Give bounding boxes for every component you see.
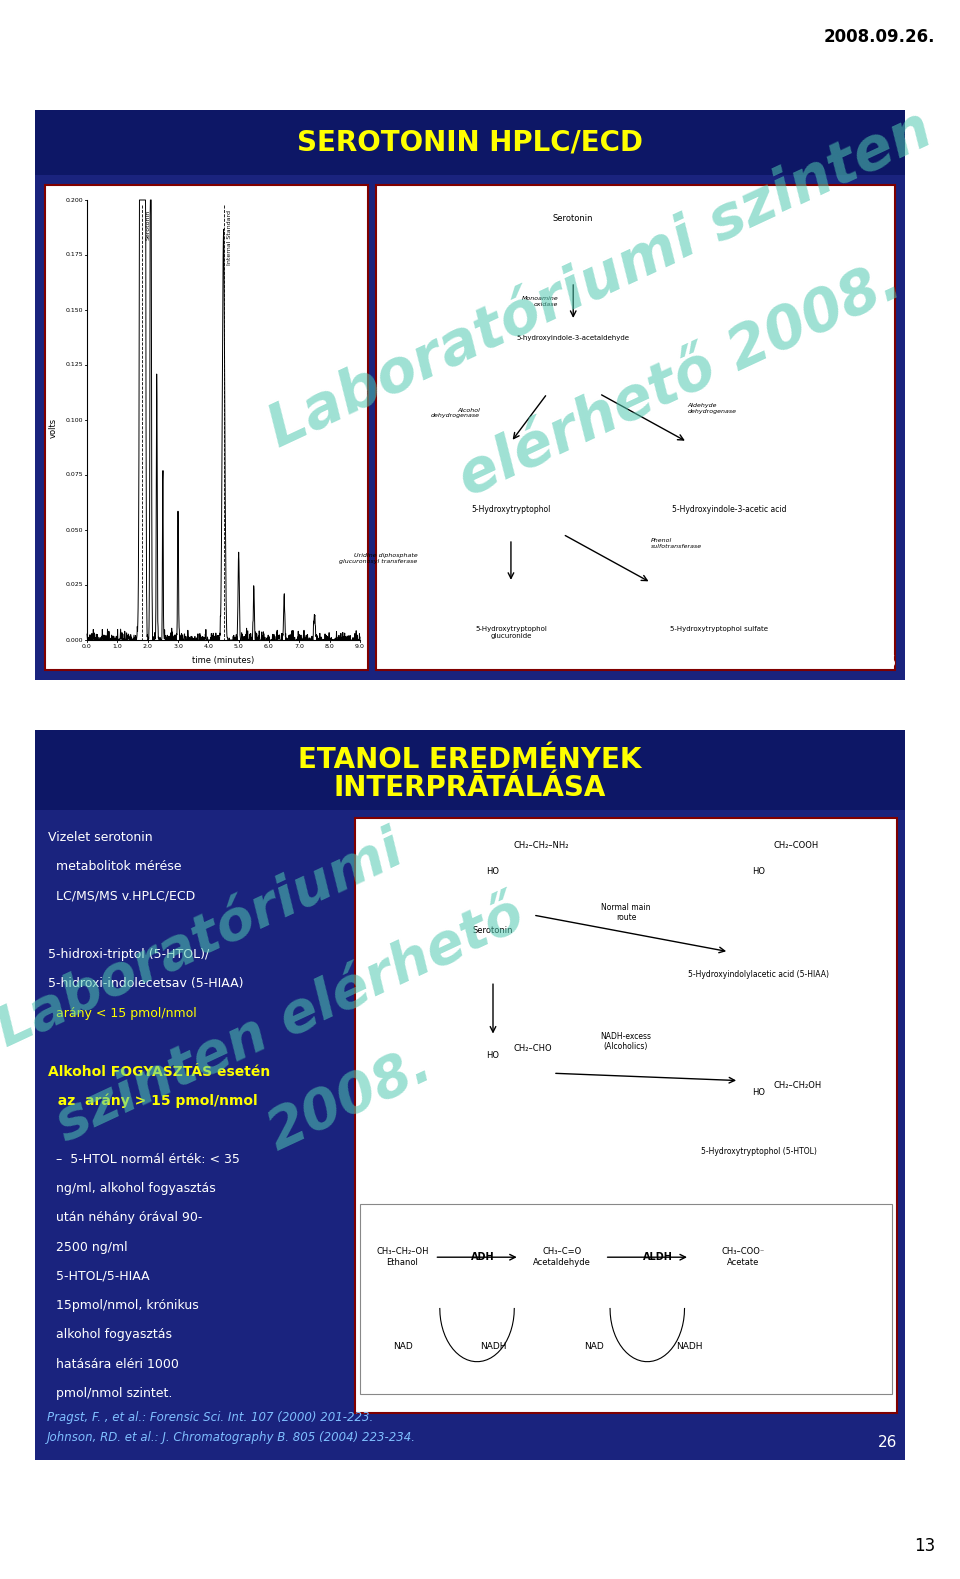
- Text: 4.0: 4.0: [204, 644, 213, 649]
- Text: INTERPRĀTÁLÁSA: INTERPRĀTÁLÁSA: [334, 774, 606, 802]
- Text: HO: HO: [753, 867, 765, 876]
- Text: 5-Hydroxytryptophol (5-HTOL): 5-Hydroxytryptophol (5-HTOL): [701, 1146, 817, 1156]
- Text: 0.050: 0.050: [65, 527, 83, 532]
- Text: 0.150: 0.150: [65, 308, 83, 313]
- Text: Serotonin: Serotonin: [145, 210, 150, 240]
- Bar: [35, 729, 905, 810]
- Text: 2008.09.26.: 2008.09.26.: [824, 28, 935, 46]
- Text: NAD: NAD: [393, 1342, 413, 1352]
- Text: 5.0: 5.0: [234, 644, 244, 649]
- Text: NADH: NADH: [480, 1342, 506, 1352]
- Text: CH₂–CHO: CH₂–CHO: [513, 1044, 552, 1053]
- Text: time (minutes): time (minutes): [192, 655, 254, 665]
- Text: Alcohol
dehydrogenase: Alcohol dehydrogenase: [431, 407, 480, 418]
- Text: 13: 13: [914, 1536, 935, 1555]
- Bar: [35, 729, 905, 1461]
- Text: 5-Hydroxyindole-3-acetic acid: 5-Hydroxyindole-3-acetic acid: [672, 505, 786, 515]
- Text: 8.0: 8.0: [324, 644, 334, 649]
- Text: Pragst, F. , et al.: Forensic Sci. Int. 107 (2000) 201-223.: Pragst, F. , et al.: Forensic Sci. Int. …: [47, 1412, 373, 1424]
- Bar: [360, 1205, 892, 1394]
- Text: HO: HO: [753, 1088, 765, 1097]
- Text: 2.0: 2.0: [143, 644, 153, 649]
- Text: Aldehyde
dehydrogenase: Aldehyde dehydrogenase: [687, 403, 736, 414]
- Bar: [45, 185, 368, 669]
- Text: 0.025: 0.025: [65, 583, 83, 587]
- Text: NADH: NADH: [677, 1342, 703, 1352]
- Text: Serotonin: Serotonin: [472, 925, 514, 935]
- Text: szinten elérhető: szinten elérhető: [47, 887, 533, 1153]
- Text: ng/ml, alkohol fogyasztás: ng/ml, alkohol fogyasztás: [48, 1183, 216, 1195]
- Text: CH₃–COO⁻
Acetate: CH₃–COO⁻ Acetate: [721, 1247, 765, 1266]
- Text: –  5-HTOL normál érték: < 35: – 5-HTOL normál érték: < 35: [48, 1153, 240, 1165]
- Text: Monoamine
oxidase: Monoamine oxidase: [521, 295, 558, 306]
- Text: Johnson, RD. et al.: J. Chromatography B. 805 (2004) 223-234.: Johnson, RD. et al.: J. Chromatography B…: [47, 1432, 416, 1445]
- Text: Laboratóriumi szinten: Laboratóriumi szinten: [259, 101, 941, 459]
- Text: 5-hydroxyindole-3-acetaldehyde: 5-hydroxyindole-3-acetaldehyde: [516, 335, 630, 341]
- Text: SEROTONIN HPLC/ECD: SEROTONIN HPLC/ECD: [297, 128, 643, 156]
- Text: 6.0: 6.0: [264, 644, 274, 649]
- Text: ADH: ADH: [470, 1252, 494, 1262]
- Text: LC/MS/MS v.HPLC/ECD: LC/MS/MS v.HPLC/ECD: [48, 889, 195, 903]
- Text: 0.100: 0.100: [65, 417, 83, 423]
- Text: CH₂–CH₂OH: CH₂–CH₂OH: [774, 1080, 823, 1090]
- Text: pmol/nmol szintet.: pmol/nmol szintet.: [48, 1386, 173, 1401]
- Text: 5-Hydroxytryptophol: 5-Hydroxytryptophol: [471, 505, 551, 515]
- Text: alkohol fogyasztás: alkohol fogyasztás: [48, 1328, 172, 1342]
- Text: ETANOL EREDMÉNYEK: ETANOL EREDMÉNYEK: [299, 747, 641, 774]
- Text: Vizelet serotonin: Vizelet serotonin: [48, 831, 153, 845]
- Text: Internal Standard: Internal Standard: [228, 210, 232, 265]
- Text: Uridine diphosphate
glucuronosyl transferase: Uridine diphosphate glucuronosyl transfe…: [339, 553, 418, 564]
- Text: 2008.: 2008.: [259, 1039, 441, 1162]
- Text: 0.200: 0.200: [65, 197, 83, 202]
- Text: ALDH: ALDH: [643, 1252, 673, 1262]
- Text: 25: 25: [877, 655, 897, 669]
- Text: CH₃–CH₂–OH
Ethanol: CH₃–CH₂–OH Ethanol: [376, 1247, 429, 1266]
- Text: Phenol
sulfotransferase: Phenol sulfotransferase: [651, 538, 702, 549]
- Text: 2500 ng/ml: 2500 ng/ml: [48, 1241, 128, 1254]
- Bar: [35, 111, 905, 681]
- Text: CH₂–CH₂–NH₂: CH₂–CH₂–NH₂: [513, 842, 568, 851]
- Text: Serotonin: Serotonin: [553, 215, 593, 223]
- Text: 0.075: 0.075: [65, 472, 83, 477]
- Bar: [355, 818, 897, 1413]
- Text: elérhető 2008.: elérhető 2008.: [449, 253, 910, 508]
- Text: 5-Hydroxytryptophol
glucuronide: 5-Hydroxytryptophol glucuronide: [475, 627, 547, 639]
- Text: 26: 26: [877, 1435, 897, 1450]
- Text: 5-hidroxi-triptol (5-HTOL)/: 5-hidroxi-triptol (5-HTOL)/: [48, 947, 209, 962]
- Text: volts: volts: [49, 417, 58, 437]
- Text: Alkohol FOGYASZTÁS esetén: Alkohol FOGYASZTÁS esetén: [48, 1064, 271, 1078]
- Text: 0.175: 0.175: [65, 253, 83, 257]
- Bar: [35, 111, 905, 175]
- Bar: [376, 185, 895, 669]
- Text: 3.0: 3.0: [173, 644, 183, 649]
- Text: NADH-excess
(Alcoholics): NADH-excess (Alcoholics): [601, 1031, 652, 1052]
- Text: 7.0: 7.0: [295, 644, 304, 649]
- Text: 5-hidroxi-indolecetsav (5-HIAA): 5-hidroxi-indolecetsav (5-HIAA): [48, 977, 244, 990]
- Text: 1.0: 1.0: [112, 644, 122, 649]
- Text: metabolitok mérése: metabolitok mérése: [48, 861, 181, 873]
- Text: 9.0: 9.0: [355, 644, 365, 649]
- Text: Laboratóriumi: Laboratóriumi: [0, 823, 412, 1058]
- Text: Normal main
route: Normal main route: [601, 903, 651, 922]
- Text: 0.125: 0.125: [65, 363, 83, 368]
- Text: HO: HO: [487, 867, 499, 876]
- Text: CH₂–COOH: CH₂–COOH: [774, 842, 819, 851]
- Text: 5-Hydroxytryptophol sulfate: 5-Hydroxytryptophol sulfate: [669, 627, 768, 632]
- Text: hatására eléri 1000: hatására eléri 1000: [48, 1358, 179, 1371]
- Text: CH₃–C=O
Acetaldehyde: CH₃–C=O Acetaldehyde: [533, 1247, 591, 1266]
- Text: 15pmol/nmol, krónikus: 15pmol/nmol, krónikus: [48, 1300, 199, 1312]
- Text: NAD: NAD: [585, 1342, 604, 1352]
- Text: arány < 15 pmol/nmol: arány < 15 pmol/nmol: [48, 1007, 197, 1020]
- Text: 5-HTOL/5-HIAA: 5-HTOL/5-HIAA: [48, 1270, 150, 1282]
- Text: 0.0: 0.0: [83, 644, 92, 649]
- Text: után néhány órával 90-: után néhány órával 90-: [48, 1211, 203, 1224]
- Text: HO: HO: [487, 1052, 499, 1060]
- Text: 0.000: 0.000: [65, 638, 83, 643]
- Text: az  arány > 15 pmol/nmol: az arány > 15 pmol/nmol: [48, 1094, 257, 1108]
- Text: 5-Hydroxyindolylacetic acid (5-HIAA): 5-Hydroxyindolylacetic acid (5-HIAA): [688, 970, 829, 979]
